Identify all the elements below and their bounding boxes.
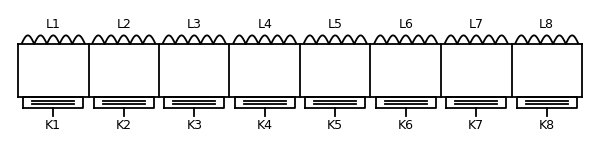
Text: K3: K3 xyxy=(186,119,202,132)
Text: K8: K8 xyxy=(539,119,555,132)
Text: K4: K4 xyxy=(257,119,273,132)
Text: L7: L7 xyxy=(469,18,484,31)
Text: K7: K7 xyxy=(468,119,484,132)
Text: L6: L6 xyxy=(398,18,413,31)
Text: K5: K5 xyxy=(327,119,343,132)
Text: L2: L2 xyxy=(116,18,131,31)
Text: K6: K6 xyxy=(398,119,414,132)
Text: K1: K1 xyxy=(45,119,61,132)
Text: L1: L1 xyxy=(46,18,61,31)
Text: L8: L8 xyxy=(539,18,554,31)
Text: L5: L5 xyxy=(328,18,343,31)
Text: L3: L3 xyxy=(187,18,202,31)
Text: K2: K2 xyxy=(116,119,132,132)
Text: L4: L4 xyxy=(257,18,272,31)
